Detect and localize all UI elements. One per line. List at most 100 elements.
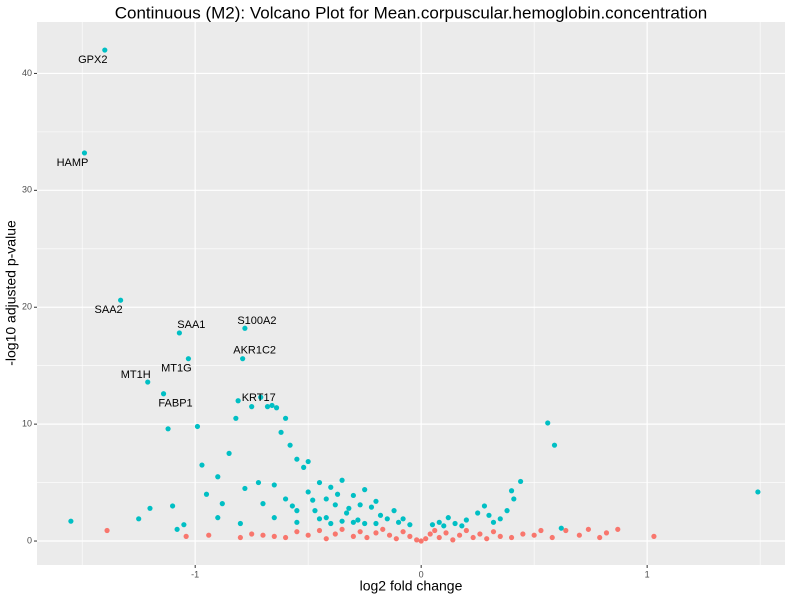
marks: GPX2 HAMP SAA2 SAA1 S100A2 AKR1C2 MT1G MT1H FABP… <box>57 47 761 544</box>
point <box>350 492 356 499</box>
point <box>538 527 544 534</box>
point <box>240 356 246 362</box>
point <box>490 529 497 535</box>
point-label: SAA1 <box>177 319 205 331</box>
point <box>339 518 345 524</box>
point-label: AKR1C2 <box>233 345 276 357</box>
point <box>174 526 180 532</box>
point <box>104 527 110 534</box>
point <box>470 534 476 541</box>
point <box>357 502 363 508</box>
point <box>147 505 153 511</box>
point-label: HAMP <box>57 157 89 169</box>
point <box>215 474 221 480</box>
point <box>260 501 266 507</box>
point <box>269 402 275 409</box>
point <box>242 325 248 331</box>
point <box>343 510 350 516</box>
point <box>436 519 442 525</box>
chart-title: Continuous (M2): Volcano Plot for Mean.c… <box>115 3 708 22</box>
x-tick-label: 1 <box>645 569 650 579</box>
panel <box>37 22 785 565</box>
point <box>450 537 456 543</box>
point <box>414 537 420 543</box>
point <box>373 520 379 527</box>
point <box>328 520 334 527</box>
point <box>249 531 255 537</box>
point <box>355 517 361 523</box>
point <box>481 503 488 509</box>
y-tick-label: 10 <box>22 419 32 429</box>
point <box>160 391 167 397</box>
point <box>615 526 621 532</box>
point <box>294 529 300 535</box>
point <box>452 520 458 527</box>
point <box>504 508 510 514</box>
point <box>651 533 657 539</box>
point <box>323 515 329 521</box>
y-tick-label: 30 <box>22 185 32 195</box>
point <box>395 519 402 525</box>
y-tick-label: 20 <box>22 302 32 312</box>
point <box>305 458 311 465</box>
point <box>441 523 447 529</box>
point <box>477 531 483 537</box>
point <box>294 519 300 525</box>
x-axis-title: log2 fold change <box>360 578 463 594</box>
point <box>282 415 289 421</box>
point <box>373 530 379 536</box>
point <box>118 297 124 303</box>
point <box>391 508 397 514</box>
point <box>289 503 295 509</box>
point <box>206 532 212 538</box>
point <box>215 515 221 521</box>
y-tick-label: 0 <box>27 535 32 545</box>
point <box>176 330 182 336</box>
point <box>436 534 442 541</box>
grid <box>37 22 785 565</box>
point <box>545 420 551 426</box>
point-label: MT1H <box>121 369 151 381</box>
point <box>102 47 108 53</box>
point <box>463 527 469 534</box>
point <box>145 379 151 385</box>
point <box>563 527 569 534</box>
point <box>497 533 503 539</box>
point <box>520 531 526 537</box>
point <box>339 477 345 483</box>
point <box>486 512 492 518</box>
point <box>518 478 524 485</box>
point <box>81 150 88 156</box>
point <box>271 533 277 539</box>
point <box>332 502 338 508</box>
point <box>305 532 311 538</box>
point <box>400 516 406 522</box>
point <box>603 530 610 536</box>
y-axis-title: -log10 adjusted p-value <box>3 220 19 366</box>
point <box>169 503 176 509</box>
point <box>165 426 171 432</box>
point <box>429 522 436 528</box>
point <box>558 525 564 531</box>
point <box>237 534 243 541</box>
point <box>264 404 271 410</box>
point <box>445 515 451 521</box>
point <box>531 532 537 538</box>
point <box>136 516 142 522</box>
point <box>362 520 368 527</box>
point <box>432 527 438 534</box>
point <box>235 398 241 404</box>
point <box>282 534 289 541</box>
y-tick-label: 40 <box>22 68 32 78</box>
point <box>282 496 289 502</box>
point <box>576 532 582 538</box>
point-label: FABP1 <box>158 398 192 410</box>
point <box>393 536 399 542</box>
point <box>185 356 192 362</box>
point <box>475 510 481 516</box>
point <box>459 523 465 529</box>
point <box>294 508 300 514</box>
x-tick-label: -1 <box>191 569 199 579</box>
point <box>323 536 329 542</box>
